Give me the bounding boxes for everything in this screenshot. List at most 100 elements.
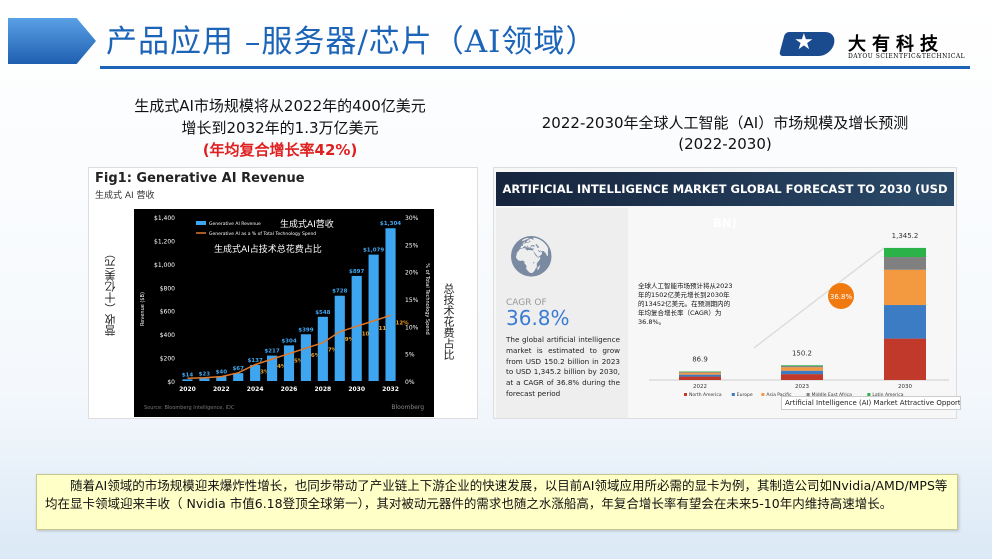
stacked-segment-north-america — [679, 376, 721, 380]
line-value-label: 12% — [396, 320, 410, 326]
revenue-bar — [317, 316, 328, 381]
line-value-label: 7% — [328, 348, 338, 354]
revenue-bar — [199, 378, 210, 381]
legend-label: Middle East Africa — [812, 392, 853, 398]
stacked-segment-north-america — [781, 374, 823, 380]
summary-note: 随着AI领域的市场规模迎来爆炸性增长，也同步带动了产业链上下游企业的快速发展，以… — [36, 474, 958, 530]
x-tick-label: 2032 — [382, 386, 399, 393]
revenue-bar — [283, 345, 295, 381]
left-heading-cagr: (年均复合增长率42%) — [202, 141, 358, 159]
x-tick-label: 2024 — [247, 386, 264, 393]
line-value-label: 10% — [362, 331, 376, 337]
cagr-label: CAGR OF — [506, 298, 547, 308]
legend-swatch — [806, 393, 810, 396]
y2-axis-label-cn: 总技术花费占比 — [442, 283, 455, 360]
y2-tick-label: 10% — [405, 324, 419, 331]
legend-revenue: Generative AI Revenue — [209, 221, 261, 227]
bar-value-label: $1,079 — [363, 248, 384, 254]
y-axis-label-cn: 营收（十亿美元） — [104, 248, 117, 336]
legend-swatch — [761, 393, 765, 396]
line-value-label: 3% — [260, 370, 270, 376]
chart-brand: Bloomberg — [391, 404, 424, 411]
stacked-segment-asia-pacific — [679, 372, 721, 375]
spend-share-line — [187, 314, 391, 380]
stacked-segment-asia-pacific — [884, 269, 926, 306]
stacked-segment-middle-east-africa — [679, 371, 721, 373]
bar-value-label: $217 — [264, 349, 279, 355]
revenue-bar — [182, 379, 193, 381]
stacked-segment-middle-east-africa — [884, 257, 926, 270]
legend-swatch — [731, 393, 735, 396]
legend-revenue-cn: 生成式AI营收 — [280, 218, 334, 230]
right-heading: 2022-2030年全球人工智能（AI）市场规模及增长预测 (2022-2030) — [490, 113, 960, 155]
left-heading-2: 增长到2032年的1.3万亿美元 — [181, 119, 379, 137]
y-axis-label: Revenue ($B) — [140, 292, 146, 326]
chart-subtitle: 生成式 AI 营收 — [95, 191, 155, 201]
bar-value-label: $67 — [232, 366, 244, 372]
y2-tick-label: 25% — [405, 242, 419, 249]
bar-value-label: $399 — [298, 327, 313, 333]
revenue-bar — [233, 373, 244, 381]
tooltip: Artificial Intelligence (AI) Market Attr… — [781, 396, 961, 410]
ai-market-forecast-chart: ARTIFICIAL INTELLIGENCE MARKET GLOBAL FO… — [493, 167, 961, 419]
generative-ai-revenue-chart: Fig1: Generative AI Revenue 生成式 AI 营收 营收… — [88, 167, 478, 419]
y-tick-label: $1,400 — [154, 215, 175, 222]
chart-source: Source: Bloomberg Intelligence, IDC — [144, 405, 235, 411]
growth-arrow — [753, 247, 885, 349]
y-tick-label: $0 — [167, 379, 175, 386]
line-value-label: 11% — [379, 326, 393, 332]
line-value-label: 4% — [277, 364, 287, 370]
y2-tick-label: 0% — [405, 379, 415, 386]
revenue-bar — [216, 376, 227, 381]
bar-value-label: $137 — [247, 358, 262, 364]
bar-value-label: $40 — [216, 369, 228, 375]
x-tick-label: 2030 — [348, 386, 365, 393]
line-value-label: 6% — [311, 353, 321, 359]
x-tick-label: 2022 — [213, 386, 230, 393]
x-tick-label: 2022 — [693, 384, 707, 390]
cagr-value: 36.8% — [506, 306, 570, 330]
x-tick-label: 2020 — [179, 386, 196, 393]
bar-total-label: 1,345.2 — [892, 232, 919, 240]
title-underline — [100, 66, 970, 69]
line-value-label: 5% — [294, 359, 304, 365]
chart-title: Fig1: Generative AI Revenue — [95, 171, 305, 186]
stacked-segment-latin-america — [781, 365, 823, 367]
stacked-segment-middle-east-africa — [781, 366, 823, 368]
legend-swatch — [867, 393, 871, 396]
star-icon: ★ — [794, 30, 814, 55]
y2-tick-label: 30% — [405, 215, 419, 222]
stacked-segment-europe — [884, 305, 926, 339]
revenue-bar — [385, 228, 396, 381]
revenue-bar — [351, 275, 362, 381]
world-map-icon: 🌍︎ — [506, 234, 557, 280]
plot-background — [134, 209, 434, 417]
stacked-segment-latin-america — [884, 247, 926, 258]
cagr-panel — [496, 208, 628, 418]
bar-value-label: $897 — [349, 269, 364, 275]
revenue-bar — [300, 334, 311, 381]
bar-value-label: $23 — [199, 371, 211, 377]
page-title: 产品应用 –服务器/芯片（AI领域） — [106, 24, 598, 60]
y-tick-label: $1,200 — [154, 238, 175, 245]
left-heading-1: 生成式AI市场规模将从2022年的400亿美元 — [134, 97, 426, 115]
bar-total-label: 150.2 — [792, 349, 812, 357]
cagr-bubble — [828, 283, 854, 309]
line-value-label: 9% — [345, 337, 355, 343]
forecast-title: ARTIFICIAL INTELLIGENCE MARKET GLOBAL FO… — [496, 172, 954, 230]
y-tick-label: $200 — [160, 356, 175, 363]
y-tick-label: $600 — [160, 309, 175, 316]
logo-text-en: DAYOU SCIENTFIC&TECHNICAL — [848, 53, 966, 60]
stacked-segment-north-america — [884, 338, 926, 380]
stacked-segment-europe — [781, 370, 823, 375]
legend-share: Generative AI as a % of Total Technology… — [209, 231, 316, 237]
x-tick-label: 2026 — [281, 386, 298, 393]
x-tick-label: 2030 — [898, 384, 912, 390]
revenue-bar — [368, 254, 379, 381]
y-tick-label: $400 — [160, 332, 175, 339]
bar-value-label: $14 — [182, 372, 194, 378]
y2-axis-label: % of Total Technology Spend — [424, 263, 430, 334]
legend-share-cn: 生成式AI占技术总花费占比 — [214, 243, 322, 255]
x-tick-label: 2023 — [795, 384, 809, 390]
revenue-bar — [250, 364, 261, 381]
